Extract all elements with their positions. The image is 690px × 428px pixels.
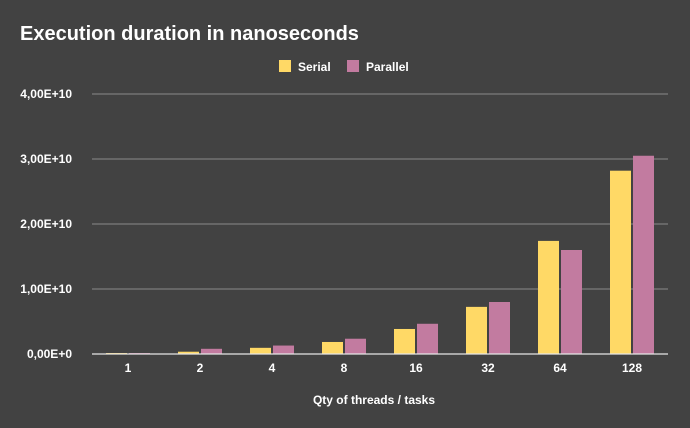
bar-parallel-4 bbox=[273, 345, 294, 354]
bar-parallel-32 bbox=[489, 302, 510, 354]
legend-label-serial: Serial bbox=[298, 60, 331, 74]
x-tick-label: 16 bbox=[409, 361, 423, 375]
legend-swatch-parallel bbox=[347, 60, 359, 72]
bar-parallel-128 bbox=[633, 155, 654, 354]
x-tick-label: 32 bbox=[481, 361, 495, 375]
bar-serial-8 bbox=[322, 341, 343, 354]
y-tick-label: 3,00E+10 bbox=[20, 152, 72, 166]
bar-parallel-8 bbox=[345, 338, 366, 354]
bar-serial-32 bbox=[466, 306, 487, 354]
y-axis-ticks: 0,00E+0 1,00E+10 2,00E+10 3,00E+10 4,00E+10 bbox=[20, 87, 72, 361]
y-tick-label: 1,00E+10 bbox=[20, 282, 72, 296]
x-axis-label: Qty of threads / tasks bbox=[313, 393, 435, 407]
bar-serial-4 bbox=[250, 347, 271, 354]
legend: Serial Parallel bbox=[279, 60, 409, 74]
bar-serial-16 bbox=[394, 328, 415, 354]
bar-parallel-16 bbox=[417, 323, 438, 354]
bar-serial-64 bbox=[538, 240, 559, 354]
legend-swatch-serial bbox=[279, 60, 291, 72]
bar-serial-128 bbox=[610, 170, 631, 354]
x-tick-label: 128 bbox=[622, 361, 642, 375]
legend-label-parallel: Parallel bbox=[366, 60, 409, 74]
x-axis-ticks: 1 2 4 8 16 32 64 128 bbox=[125, 361, 643, 375]
chart-title: Execution duration in nanoseconds bbox=[20, 23, 359, 45]
bars bbox=[106, 155, 654, 354]
y-tick-label: 2,00E+10 bbox=[20, 217, 72, 231]
bar-parallel-2 bbox=[201, 348, 222, 354]
x-tick-label: 8 bbox=[341, 361, 348, 375]
x-tick-label: 4 bbox=[269, 361, 276, 375]
y-tick-label: 4,00E+10 bbox=[20, 87, 72, 101]
x-tick-label: 64 bbox=[553, 361, 567, 375]
bar-parallel-64 bbox=[561, 250, 582, 354]
bar-serial-2 bbox=[178, 351, 199, 354]
y-tick-label: 0,00E+0 bbox=[27, 347, 72, 361]
x-tick-label: 1 bbox=[125, 361, 132, 375]
x-tick-label: 2 bbox=[197, 361, 204, 375]
